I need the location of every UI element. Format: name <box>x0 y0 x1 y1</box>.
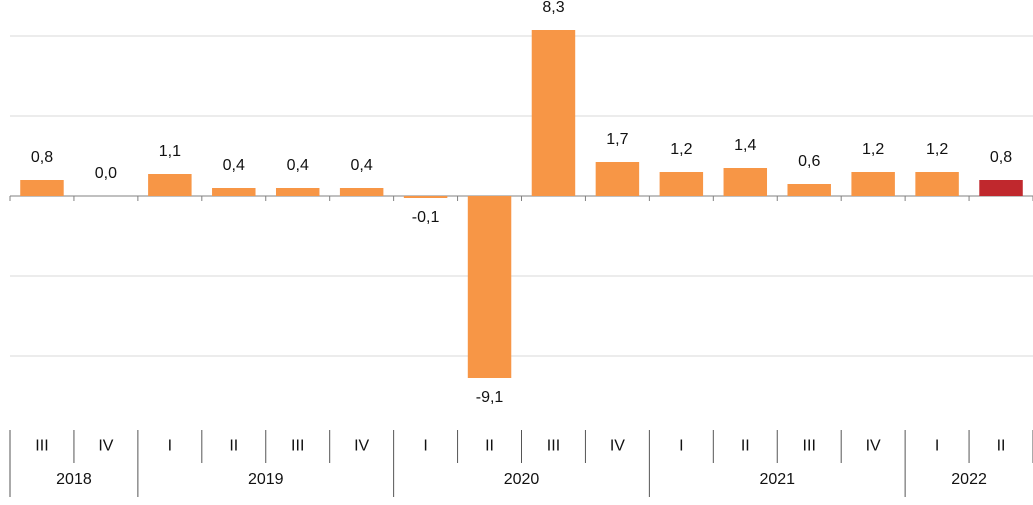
value-label: -0,1 <box>412 209 440 226</box>
bar <box>275 188 320 196</box>
group-label: 2022 <box>951 471 987 488</box>
x-tick-label: III <box>291 438 304 455</box>
x-tick-label: IV <box>610 438 625 455</box>
x-tick-label: III <box>35 438 48 455</box>
value-label: 8,3 <box>542 0 564 16</box>
bar <box>531 30 576 196</box>
group-label: 2020 <box>504 471 540 488</box>
x-tick-label: IV <box>98 438 113 455</box>
x-tick-label: II <box>741 438 750 455</box>
bar <box>979 180 1023 196</box>
bar <box>723 168 768 196</box>
x-tick-label: I <box>168 438 172 455</box>
x-tick-label: I <box>423 438 427 455</box>
bar <box>851 172 895 196</box>
value-label: 1,2 <box>926 141 948 158</box>
x-tick-label: IV <box>866 438 881 455</box>
x-tick-label: I <box>679 438 683 455</box>
value-label: 0,8 <box>990 149 1012 166</box>
value-label: 0,4 <box>287 157 309 174</box>
x-tick-label: II <box>485 438 494 455</box>
group-label: 2021 <box>759 471 795 488</box>
bar <box>787 184 831 196</box>
value-label: 1,7 <box>606 131 628 148</box>
group-label: 2018 <box>56 471 92 488</box>
value-label: 0,4 <box>223 157 245 174</box>
x-tick-label: III <box>803 438 816 455</box>
value-label: 1,2 <box>862 141 884 158</box>
value-label: 1,4 <box>734 137 756 154</box>
x-tick-label: I <box>935 438 939 455</box>
value-label: -9,1 <box>476 389 504 406</box>
x-tick-label: II <box>229 438 238 455</box>
bar <box>659 172 704 196</box>
x-tick-label: II <box>997 438 1006 455</box>
value-label: 0,0 <box>95 165 117 182</box>
x-tick-label: IV <box>354 438 369 455</box>
value-label: 1,1 <box>159 143 181 160</box>
bar <box>20 180 64 196</box>
group-label: 2019 <box>248 471 284 488</box>
value-label: 0,8 <box>31 149 53 166</box>
bar <box>212 188 256 196</box>
bar <box>403 196 448 198</box>
value-label: 0,6 <box>798 153 820 170</box>
bar <box>595 162 640 196</box>
value-label: 1,2 <box>670 141 692 158</box>
bar <box>467 196 512 378</box>
bar <box>148 174 192 196</box>
bar <box>915 172 959 196</box>
value-label: 0,4 <box>351 157 373 174</box>
bar <box>339 188 384 196</box>
x-tick-label: III <box>547 438 560 455</box>
